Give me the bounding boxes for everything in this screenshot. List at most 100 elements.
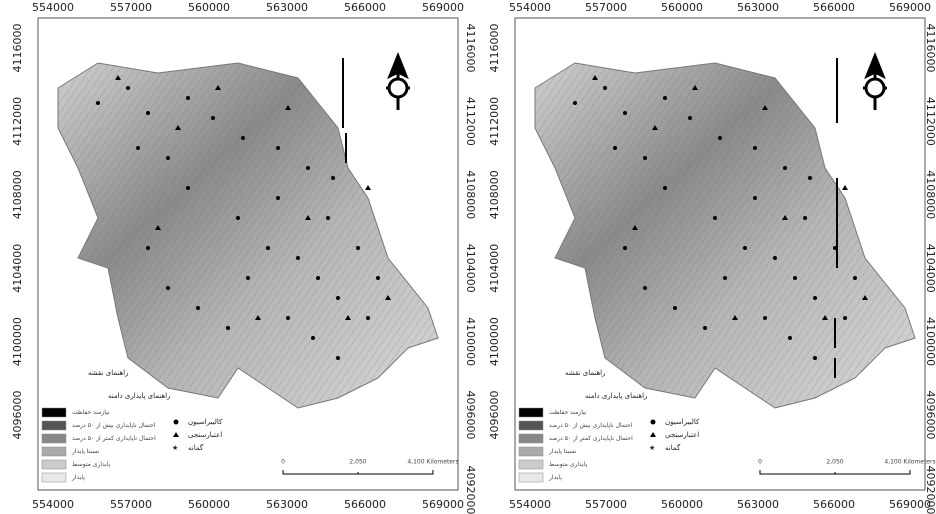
scale-label: 4,100 Kilometers [407,459,458,466]
y-tick-label: 4104000 [464,244,477,293]
y-tick-label: 4112000 [11,97,24,146]
site-dot [663,96,667,100]
class-swatch [42,447,66,456]
x-tick-label: 554000 [32,1,74,14]
class-swatch [519,434,543,443]
class-label: نیازمند حفاظت [549,409,587,416]
class-label: احتمال ناپایداری بیش از ۵۰ درصد [549,422,633,429]
site-dot [713,216,717,220]
site-dot [643,156,647,160]
class-label: احتمال ناپایداری کمتر از ۵۰ درصد [549,435,633,442]
site-dot [96,101,100,105]
site-dot [336,356,340,360]
site-dot [763,316,767,320]
site-dot [211,116,215,120]
x-tick-label: 566000 [344,498,386,511]
site-dot [813,296,817,300]
site-dot [783,166,787,170]
class-label: احتمال ناپایداری بیش از ۵۰ درصد [72,422,156,429]
legend-subtitle: راهنمای پایداری دامنه [585,392,647,400]
site-dot [286,316,290,320]
y-tick-label: 4100000 [11,317,24,366]
site-dot [276,196,280,200]
site-dot [186,186,190,190]
site-dot [688,116,692,120]
class-swatch [519,421,543,430]
site-dot [703,326,707,330]
x-tick-label: 563000 [737,1,779,14]
site-dot [853,276,857,280]
x-tick-label: 569000 [422,1,464,14]
class-label: پایدار [71,474,85,481]
site-dot [753,196,757,200]
x-tick-label: 554000 [32,498,74,511]
x-tick-label: 566000 [813,1,855,14]
site-dot [718,136,722,140]
site-dot [241,136,245,140]
y-tick-label: 4116000 [488,24,501,73]
x-tick-label: 566000 [813,498,855,511]
y-tick-label: 4108000 [464,170,477,219]
point-label: کالیبراسیون [188,418,223,426]
y-tick-label: 4112000 [924,97,936,146]
site-dot [663,186,667,190]
y-tick-label: 4108000 [488,170,501,219]
scale-label: 0 [281,459,285,466]
map-panel: راهنمای نقشه راهنمای پایداری دامنه نیازمند… [515,18,936,490]
x-tick-label: 569000 [422,498,464,511]
site-dot [336,296,340,300]
y-tick-label: 4096000 [464,391,477,440]
class-swatch [519,447,543,456]
legend-star: ★ [172,444,178,452]
class-swatch [42,460,66,469]
legend-dot [651,420,656,425]
x-tick-label: 563000 [737,498,779,511]
class-swatch [519,460,543,469]
site-dot [623,111,627,115]
legend-dot [174,420,179,425]
site-dot [673,306,677,310]
legend-star: ★ [649,444,655,452]
site-dot [803,216,807,220]
site-dot [136,146,140,150]
point-label: کالیبراسیون [665,418,700,426]
site-dot [623,246,627,250]
site-dot [356,246,360,250]
y-tick-label: 4100000 [924,317,936,366]
x-tick-label: 557000 [110,1,152,14]
class-swatch [42,408,66,417]
class-swatch [42,434,66,443]
y-tick-label: 4116000 [464,24,477,73]
corner-tick-label: 4092000 [924,466,936,514]
scale-label: 4,100 Kilometers [884,459,935,466]
class-label: نیازمند حفاظت [72,409,110,416]
y-tick-label: 4116000 [924,24,936,73]
point-label: گمانه [665,443,681,452]
class-label: نسبتا پایدار [548,448,577,455]
site-dot [296,256,300,260]
point-label: اعتبارسنجی [188,431,222,439]
y-tick-label: 4104000 [488,244,501,293]
class-label: پایداری متوسط [72,461,111,468]
x-tick-label: 557000 [110,498,152,511]
point-label: اعتبارسنجی [665,431,699,439]
map-figure: راهنمای نقشه راهنمای پایداری دامنه نیازمند… [0,0,936,514]
legend-title: راهنمای نقشه [565,369,606,377]
site-dot [723,276,727,280]
y-tick-label: 4096000 [488,391,501,440]
site-dot [226,326,230,330]
y-tick-label: 4112000 [464,97,477,146]
class-swatch [519,473,543,482]
class-label: پایدار [548,474,562,481]
scale-label: 0 [758,459,762,466]
site-dot [366,316,370,320]
site-dot [186,96,190,100]
y-tick-label: 4100000 [464,317,477,366]
y-tick-label: 4108000 [924,170,936,219]
y-tick-label: 4096000 [11,391,24,440]
class-swatch [42,473,66,482]
site-dot [196,306,200,310]
site-dot [146,111,150,115]
point-label: گمانه [188,443,204,452]
